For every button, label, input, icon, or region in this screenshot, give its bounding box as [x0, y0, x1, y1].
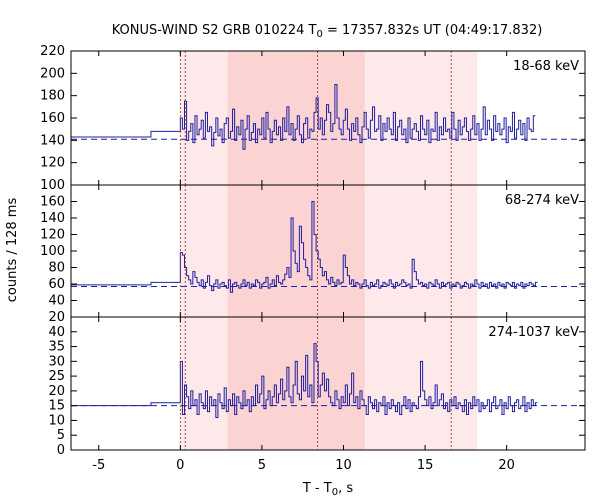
- y-tick-label: 15: [48, 399, 65, 414]
- y-axis-title: counts / 128 ms: [5, 198, 20, 303]
- y-tick-label: 40: [48, 294, 65, 309]
- y-tick-label: 100: [40, 178, 65, 193]
- x-tick-label: 0: [176, 458, 184, 473]
- light-curve-series: [71, 201, 538, 293]
- x-axis-title: T - T0, s: [302, 481, 353, 498]
- light-curve-series: [71, 84, 536, 150]
- shaded-region-2: [227, 51, 365, 185]
- y-tick-label: 160: [40, 195, 65, 210]
- chart-title-subscript: 0: [316, 29, 322, 40]
- x-axis-title-main: T - T: [302, 481, 332, 496]
- y-tick-label: 20: [48, 310, 65, 325]
- x-tick-label: 5: [258, 458, 266, 473]
- x-tick-label: -5: [92, 458, 105, 473]
- y-tick-label: 40: [48, 325, 65, 340]
- x-axis-title-subscript: 0: [332, 487, 338, 498]
- chart-title: KONUS-WIND S2 GRB 010224 T0 = 17357.832s…: [112, 23, 543, 40]
- chart-title-suffix: = 17357.832s UT (04:49:17.832): [323, 23, 542, 38]
- panel-1: 100 120 140 160 180 200 220 18-68 keV: [40, 44, 586, 193]
- y-tick-label: 160: [40, 111, 65, 126]
- y-tick-label: 30: [48, 354, 65, 369]
- panel-energy-label: 18-68 keV: [513, 59, 579, 74]
- y-tick-label: 0: [57, 443, 65, 458]
- y-tick-label: 200: [40, 66, 65, 81]
- y-tick-label: 140: [40, 133, 65, 148]
- y-tick-label: 180: [40, 89, 65, 104]
- panel-frame: [70, 316, 586, 451]
- shaded-region-2: [227, 317, 365, 450]
- y-tick-label: 20: [48, 384, 65, 399]
- y-tick-label: 5: [57, 428, 65, 443]
- shaded-region-2: [227, 185, 365, 317]
- panel-energy-label: 274-1037 keV: [488, 325, 579, 340]
- x-tick-label: 10: [335, 458, 352, 473]
- y-tick-label: 35: [48, 340, 65, 355]
- panel-energy-label: 68-274 keV: [505, 193, 579, 208]
- y-tick-label: 100: [40, 244, 65, 259]
- light-curve-series: [71, 343, 538, 418]
- y-tick-label: 220: [40, 44, 65, 59]
- y-tick-label: 120: [40, 228, 65, 243]
- x-tick-labels: -5 0 5 10 15 20: [92, 458, 515, 473]
- chart-title-prefix: KONUS-WIND S2 GRB 010224 T: [112, 23, 317, 38]
- x-tick-label: 15: [417, 458, 434, 473]
- y-tick-label: 60: [48, 277, 65, 292]
- y-tick-label: 10: [48, 413, 65, 428]
- y-tick-label: 80: [48, 261, 65, 276]
- y-tick-label: 25: [48, 369, 65, 384]
- x-tick-label: 20: [498, 458, 515, 473]
- x-axis-title-suffix: , s: [338, 481, 353, 496]
- y-tick-label: 120: [40, 156, 65, 171]
- y-tick-label: 140: [40, 211, 65, 226]
